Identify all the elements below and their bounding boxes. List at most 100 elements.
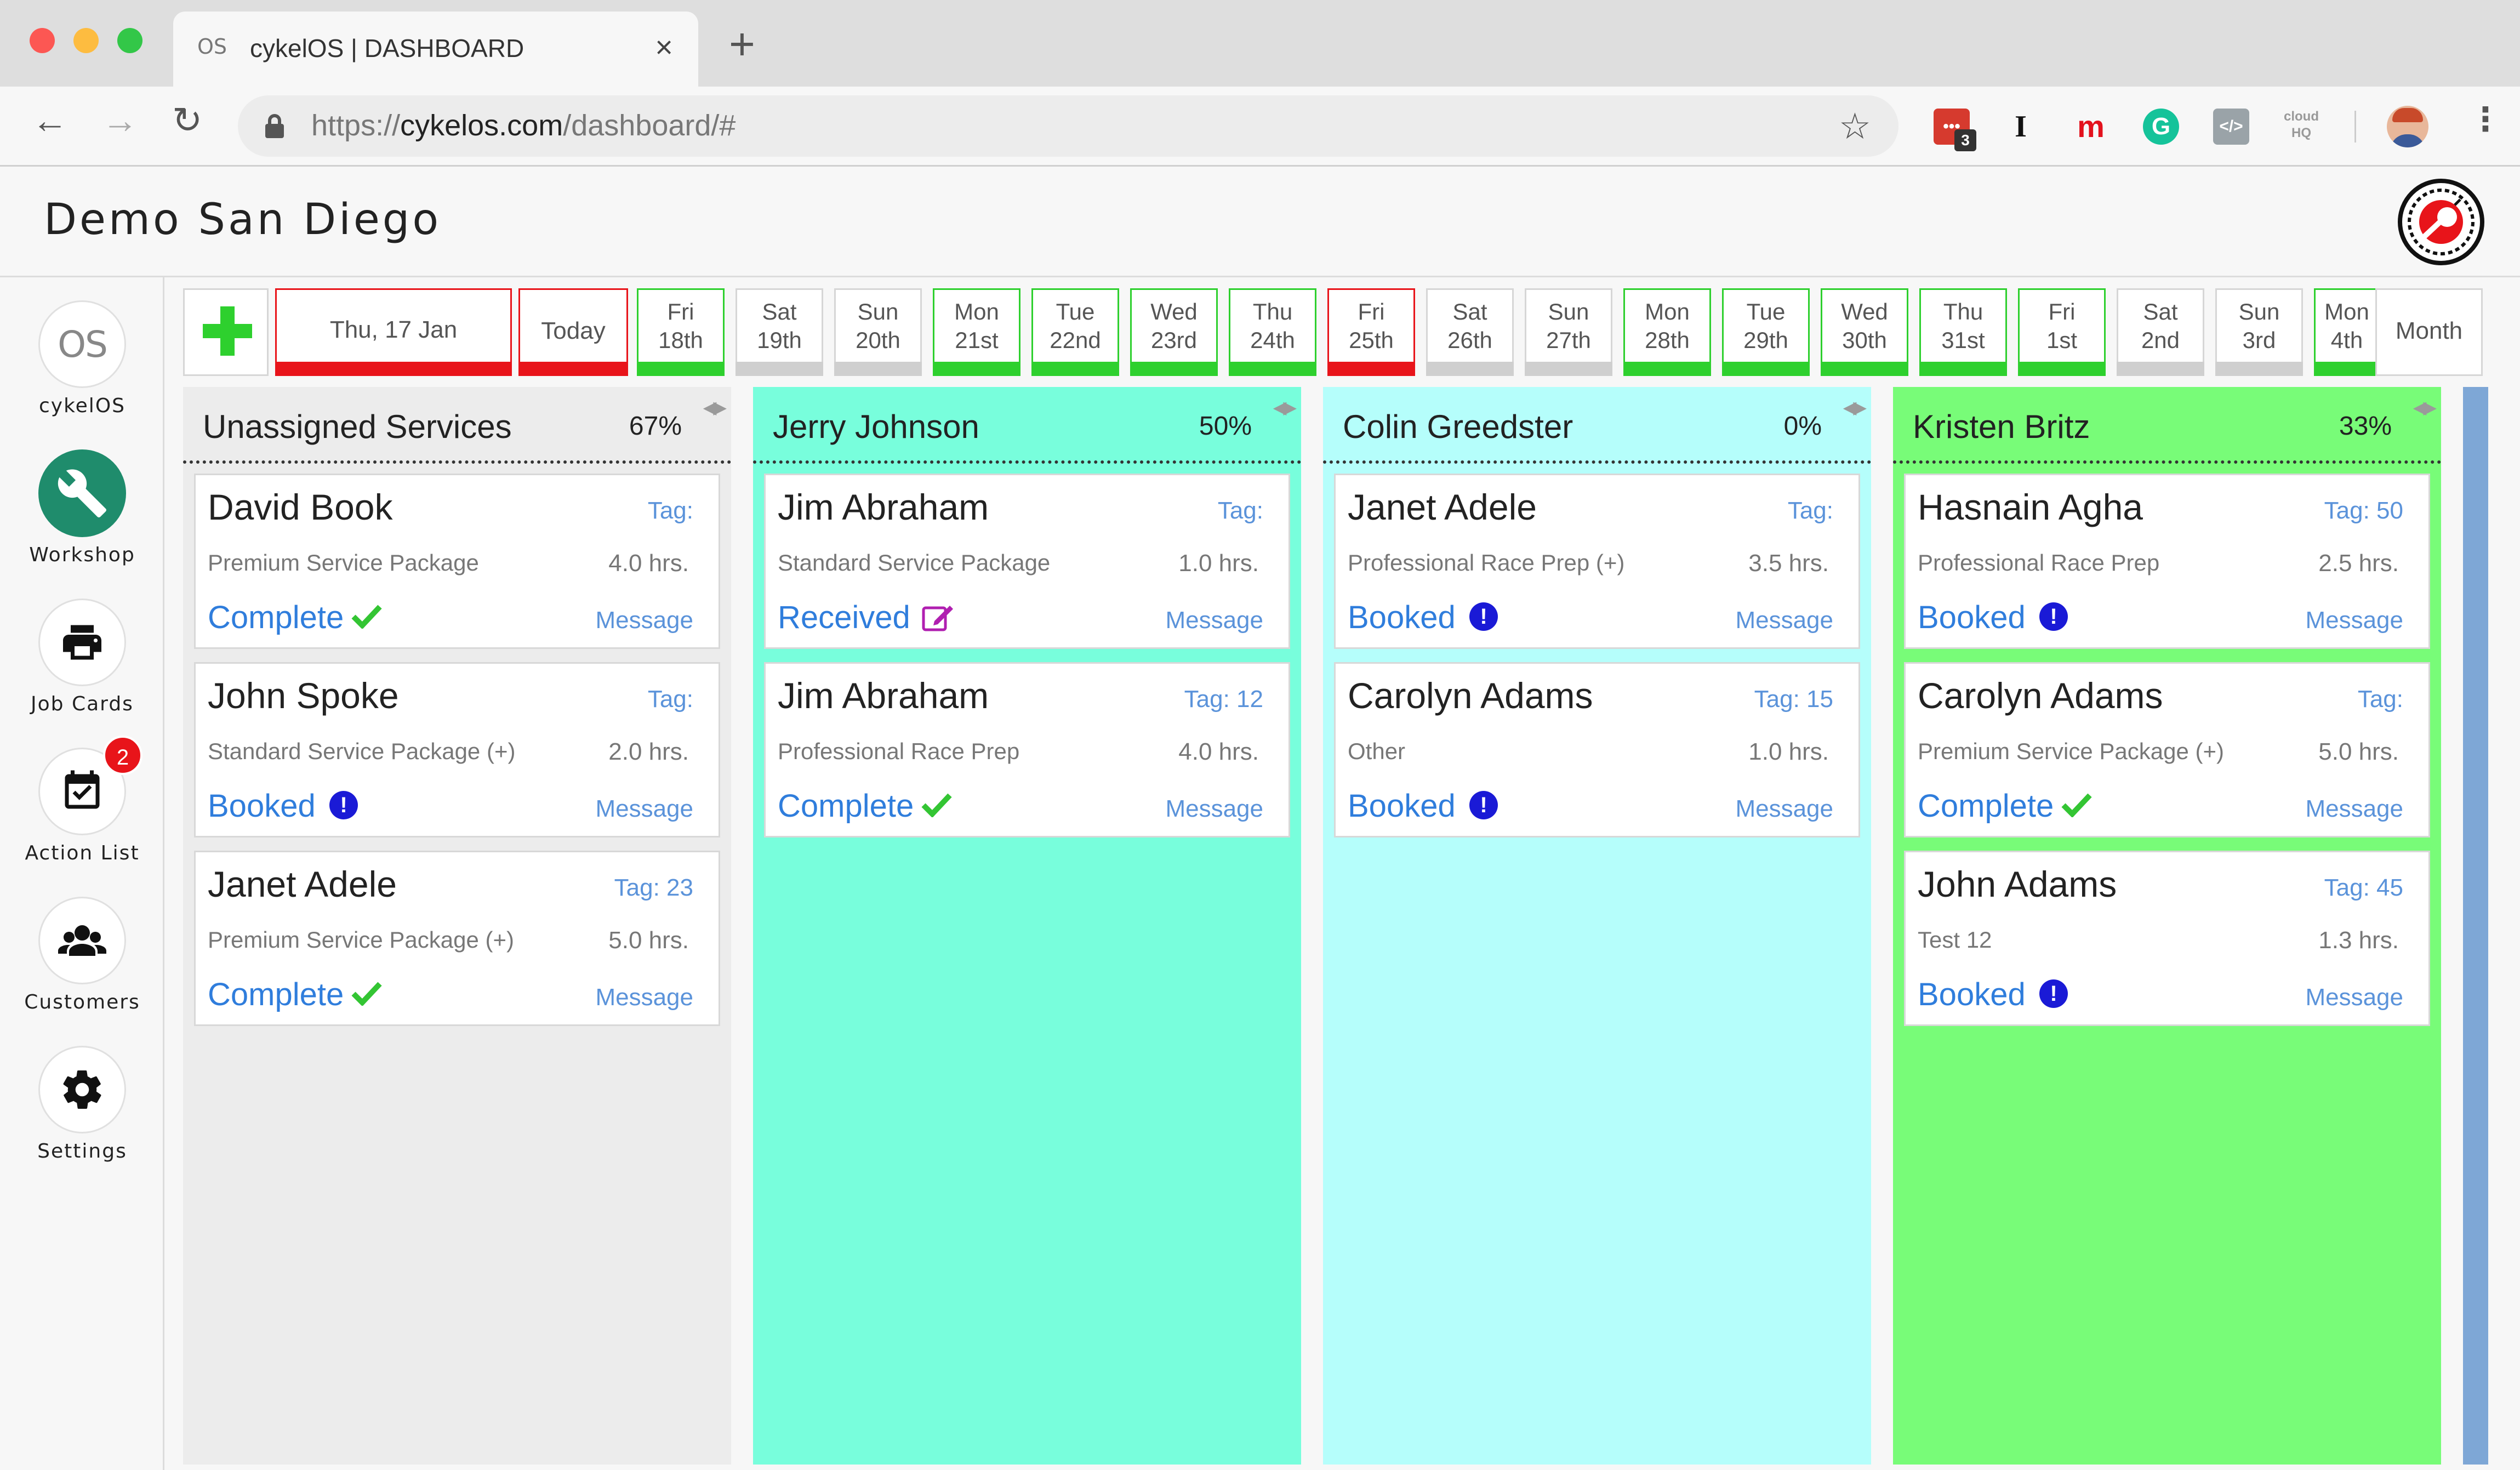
- window-minimize-button[interactable]: [73, 28, 99, 53]
- message-link[interactable]: Message: [2305, 795, 2403, 822]
- sidebar-item-cykelos[interactable]: OS cykelOS: [0, 300, 164, 443]
- customer-name[interactable]: Hasnain Agha: [1918, 487, 2143, 527]
- message-link[interactable]: Message: [595, 607, 693, 634]
- job-tag[interactable]: Tag: 12: [1184, 686, 1263, 713]
- menu-dots-icon[interactable]: ⋮: [2469, 101, 2502, 138]
- job-card[interactable]: John Adams Tag: 45 Test 12 1.3 hrs. Booked! M…: [1904, 851, 2430, 1026]
- job-tag[interactable]: Tag:: [1217, 497, 1263, 524]
- message-link[interactable]: Message: [1165, 607, 1263, 634]
- message-link[interactable]: Message: [2305, 984, 2403, 1011]
- customer-name[interactable]: John Adams: [1918, 864, 2117, 904]
- job-status[interactable]: Booked: [1348, 788, 1456, 824]
- job-card[interactable]: Carolyn Adams Tag: 15 Other 1.0 hrs. Booked!…: [1334, 662, 1860, 837]
- day-button[interactable]: Sun 20th: [834, 288, 922, 376]
- job-status[interactable]: Booked: [1918, 977, 2026, 1012]
- column-reorder-arrows-icon[interactable]: ◀▶: [2413, 397, 2437, 417]
- message-link[interactable]: Message: [1735, 607, 1833, 634]
- customer-name[interactable]: Janet Adele: [1348, 487, 1537, 527]
- job-tag[interactable]: Tag: 50: [2324, 497, 2403, 524]
- job-tag[interactable]: Tag: 15: [1754, 686, 1833, 713]
- message-link[interactable]: Message: [595, 795, 693, 822]
- job-status[interactable]: Complete: [208, 600, 344, 635]
- sidebar-item-workshop[interactable]: Workshop: [0, 449, 164, 592]
- day-button[interactable]: Thu 31st: [1919, 288, 2007, 376]
- job-status[interactable]: Complete: [778, 788, 914, 824]
- day-button[interactable]: Mon 4th: [2314, 288, 2380, 376]
- column-reorder-arrows-icon[interactable]: ◀▶: [1273, 397, 1297, 417]
- day-button[interactable]: Thu 24th: [1229, 288, 1316, 376]
- extension-todo-icon[interactable]: ••• 3: [1934, 109, 1976, 151]
- customer-name[interactable]: Carolyn Adams: [1348, 675, 1593, 716]
- job-card[interactable]: Jim Abraham Tag: Standard Service Package 1…: [764, 474, 1290, 649]
- message-link[interactable]: Message: [1735, 795, 1833, 822]
- sidebar-item-action-list[interactable]: 2 Action List: [0, 736, 164, 890]
- job-card[interactable]: Hasnain Agha Tag: 50 Professional Race Pre…: [1904, 474, 2430, 649]
- current-date-button[interactable]: Thu, 17 Jan: [275, 288, 512, 376]
- customer-name[interactable]: Carolyn Adams: [1918, 675, 2163, 716]
- message-link[interactable]: Message: [595, 984, 693, 1011]
- day-button[interactable]: Mon 28th: [1623, 288, 1711, 376]
- day-button[interactable]: Mon 21st: [933, 288, 1020, 376]
- customer-name[interactable]: Jim Abraham: [778, 675, 989, 716]
- new-tab-button[interactable]: +: [729, 19, 755, 69]
- column-reorder-arrows-icon[interactable]: ◀▶: [1843, 397, 1867, 417]
- day-button[interactable]: Sat 26th: [1426, 288, 1514, 376]
- job-tag[interactable]: Tag: 45: [2324, 874, 2403, 901]
- day-button[interactable]: Tue 22nd: [1031, 288, 1119, 376]
- day-button[interactable]: Wed 30th: [1821, 288, 1908, 376]
- job-card[interactable]: Janet Adele Tag: Professional Race Prep (+…: [1334, 474, 1860, 649]
- job-card[interactable]: David Book Tag: Premium Service Package 4.0…: [194, 474, 720, 649]
- job-status[interactable]: Booked: [1348, 600, 1456, 635]
- job-tag[interactable]: Tag: 23: [614, 874, 693, 901]
- message-link[interactable]: Message: [2305, 607, 2403, 634]
- reload-icon[interactable]: ↻: [172, 100, 203, 140]
- month-view-button[interactable]: Month: [2375, 288, 2483, 376]
- job-card[interactable]: Jim Abraham Tag: 12 Professional Race Prep…: [764, 662, 1290, 837]
- message-link[interactable]: Message: [1165, 795, 1263, 822]
- sidebar-item-customers[interactable]: Customers: [0, 897, 164, 1039]
- day-button[interactable]: Fri 18th: [637, 288, 725, 376]
- job-card[interactable]: Janet Adele Tag: 23 Premium Service Packag…: [194, 851, 720, 1026]
- day-button[interactable]: Wed 23rd: [1130, 288, 1218, 376]
- sidebar-item-job-cards[interactable]: Job Cards: [0, 599, 164, 741]
- sidebar-item-settings[interactable]: Settings: [0, 1046, 164, 1188]
- bookmark-star-icon[interactable]: ☆: [1838, 106, 1871, 146]
- day-button[interactable]: Fri 1st: [2018, 288, 2106, 376]
- customer-name[interactable]: Jim Abraham: [778, 487, 989, 527]
- job-status[interactable]: Booked: [208, 788, 316, 824]
- customer-name[interactable]: David Book: [208, 487, 393, 527]
- forward-arrow-icon[interactable]: →: [102, 100, 138, 140]
- day-button[interactable]: Sat 19th: [736, 288, 823, 376]
- job-tag[interactable]: Tag:: [647, 686, 693, 713]
- column-reorder-arrows-icon[interactable]: ◀▶: [703, 397, 727, 417]
- profile-avatar[interactable]: [2387, 106, 2428, 147]
- job-card[interactable]: John Spoke Tag: Standard Service Package (…: [194, 662, 720, 837]
- extension-grammarly-icon[interactable]: G: [2143, 109, 2179, 145]
- today-button[interactable]: Today: [518, 288, 628, 376]
- add-job-button[interactable]: [183, 288, 269, 376]
- customer-name[interactable]: John Spoke: [208, 675, 399, 716]
- extension-m-icon[interactable]: m: [2077, 109, 2105, 144]
- tab-close-icon[interactable]: ×: [655, 30, 673, 64]
- extension-i-icon[interactable]: I: [2015, 110, 2027, 144]
- extension-code-icon[interactable]: </>: [2213, 109, 2249, 145]
- extension-cloudhq-icon[interactable]: cloud HQ: [2284, 109, 2319, 140]
- day-button[interactable]: Sun 3rd: [2215, 288, 2303, 376]
- back-arrow-icon[interactable]: ←: [32, 100, 68, 140]
- day-button[interactable]: Sun 27th: [1525, 288, 1612, 376]
- job-status[interactable]: Complete: [208, 977, 344, 1012]
- window-close-button[interactable]: [30, 28, 55, 53]
- app-logo-icon[interactable]: [2398, 179, 2484, 265]
- browser-tab[interactable]: OS cykelOS | DASHBOARD ×: [173, 12, 698, 87]
- day-button[interactable]: Tue 29th: [1722, 288, 1810, 376]
- next-column-edge[interactable]: [2463, 387, 2488, 1465]
- job-tag[interactable]: Tag:: [2357, 686, 2403, 713]
- job-status[interactable]: Received: [778, 600, 910, 635]
- job-status[interactable]: Complete: [1918, 788, 2054, 824]
- job-status[interactable]: Booked: [1918, 600, 2026, 635]
- job-tag[interactable]: Tag:: [647, 497, 693, 524]
- address-bar[interactable]: https://cykelos.com/dashboard/# ☆: [238, 95, 1898, 157]
- job-card[interactable]: Carolyn Adams Tag: Premium Service Package…: [1904, 662, 2430, 837]
- day-button[interactable]: Sat 2nd: [2117, 288, 2204, 376]
- url-text[interactable]: https://cykelos.com/dashboard/#: [311, 109, 736, 142]
